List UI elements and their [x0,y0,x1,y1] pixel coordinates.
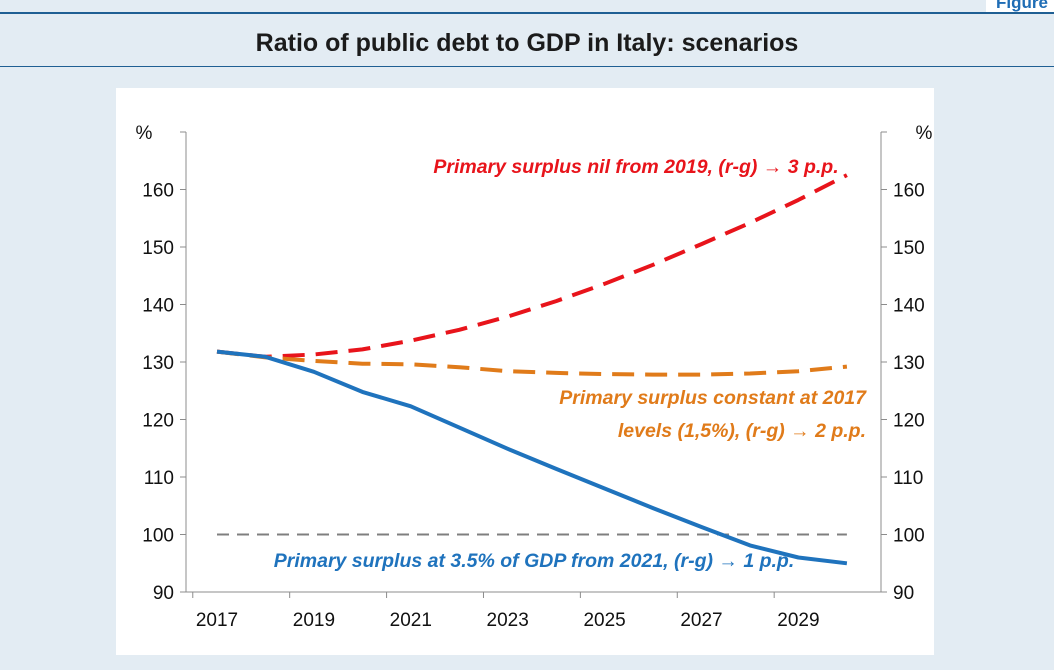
series-label-blue: Primary surplus at 3.5% of GDP from 2021… [274,550,795,572]
series-red-line [216,173,848,359]
y-tick-label-right: 130 [893,353,925,374]
y-tick-label-left: 120 [142,411,174,432]
y-tick-label-right: 120 [893,411,925,432]
title-bottom-rule [0,66,1054,67]
series-label-red: Primary surplus nil from 2019, (r-g) → 3… [433,156,838,178]
y-tick-label-right: 110 [893,468,923,489]
series-label-orange-line2: levels (1,5%), (r-g) → 2 p.p. [618,420,866,442]
y-tick-label-right: 150 [893,238,925,259]
title-top-rule [0,12,1054,14]
y-unit-left: % [136,123,153,144]
title-band: Ratio of public debt to GDP in Italy: sc… [0,14,1054,66]
debt-ratio-line-chart: 90 90 100 100 110 110 120 120 130 130 140 140 150 150… [136,123,933,631]
y-tick-label-left: 110 [144,468,174,489]
series-label-orange-line1: Primary surplus constant at 2017 [559,387,867,409]
series-labels: Primary surplus nil from 2019, (r-g) → 3… [274,156,867,572]
series-blue-line [216,349,848,566]
x-tick-label: 2023 [487,610,529,631]
y-tick-label-left: 130 [142,353,174,374]
chart-area: 90 90 100 100 110 110 120 120 130 130 140 140 150 150… [116,88,934,655]
x-tick-label: 2019 [293,610,335,631]
y-tick-label-left: 150 [142,238,174,259]
x-tick-label: 2027 [680,610,722,631]
y-tick-label-left: 160 [142,181,174,202]
figure-tag: Figure [986,0,1054,14]
y-unit-right: % [916,123,933,144]
y-tick-label-right: 160 [893,181,925,202]
series-orange-line [216,349,848,377]
chart-title: Ratio of public debt to GDP in Italy: sc… [255,29,799,57]
y-tick-label-right: 100 [893,526,925,547]
series-lines [216,173,848,566]
x-tick-label: 2021 [390,610,432,631]
y-tick-label-left: 100 [142,526,174,547]
x-tick-label: 2017 [196,610,238,631]
y-tick-label-right: 140 [893,296,925,317]
y-tick-label-left: 140 [142,296,174,317]
x-tick-label: 2029 [777,610,819,631]
axes: 90 90 100 100 110 110 120 120 130 130 140 140 150 150… [136,123,933,631]
y-tick-label-left: 90 [153,583,174,604]
x-tick-label: 2025 [583,610,625,631]
y-tick-label-right: 90 [893,583,914,604]
